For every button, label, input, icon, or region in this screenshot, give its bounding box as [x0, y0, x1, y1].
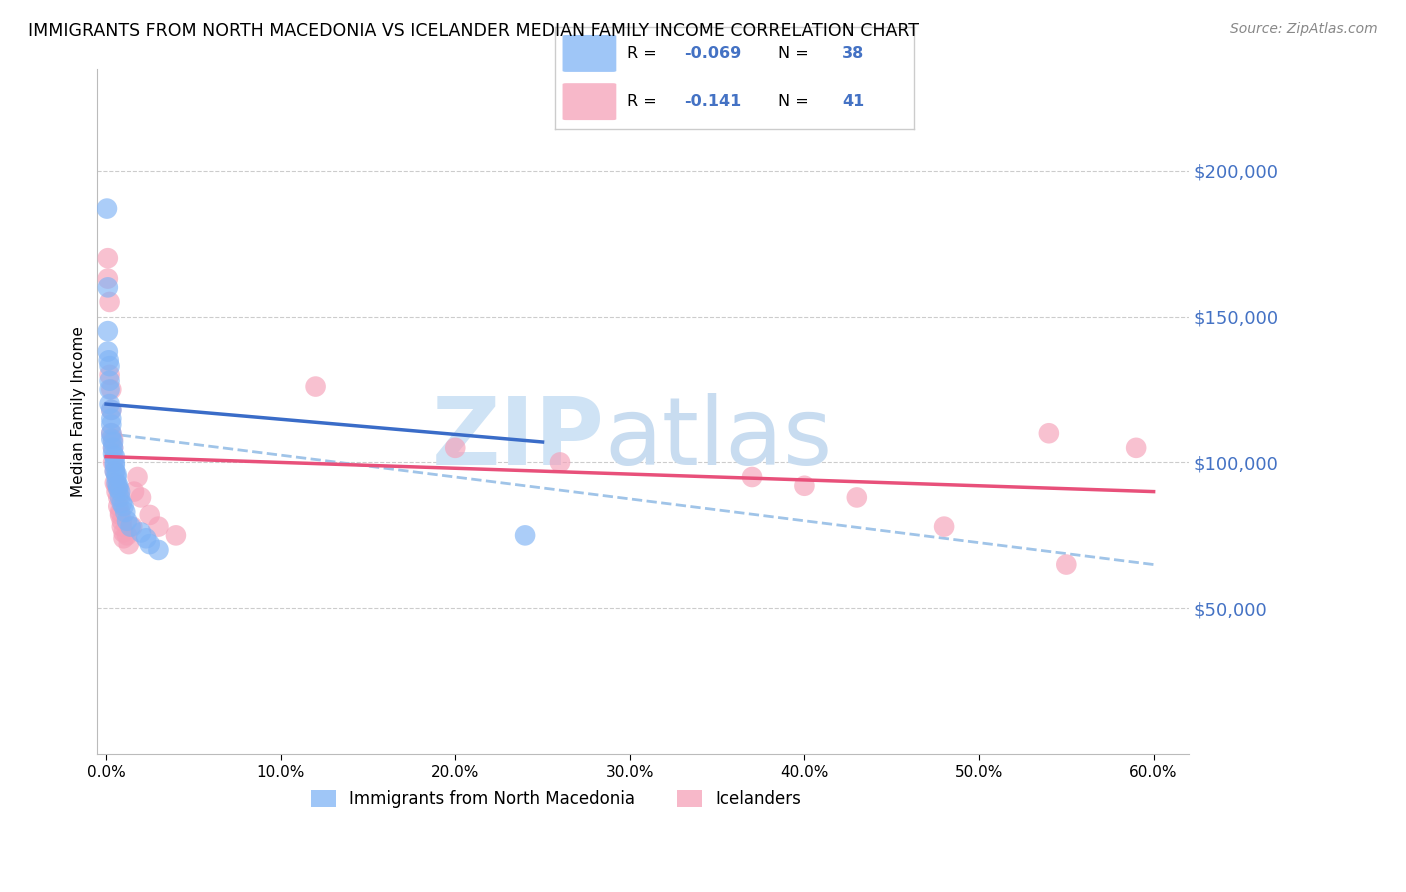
Point	[101, 441, 124, 455]
Point	[122, 484, 145, 499]
Point	[845, 491, 868, 505]
Point	[120, 519, 142, 533]
Point	[107, 491, 129, 505]
Point	[101, 455, 124, 469]
Point	[100, 383, 122, 397]
Text: Source: ZipAtlas.com: Source: ZipAtlas.com	[1230, 22, 1378, 37]
Point	[101, 435, 124, 450]
Point	[111, 519, 134, 533]
Text: N =: N =	[778, 95, 814, 109]
Point	[105, 479, 128, 493]
Point	[121, 519, 143, 533]
Text: -0.069: -0.069	[685, 45, 742, 61]
Point	[129, 491, 152, 505]
Point	[97, 280, 120, 294]
Text: ZIP: ZIP	[432, 392, 605, 484]
Text: -0.141: -0.141	[685, 95, 742, 109]
Point	[108, 484, 131, 499]
Point	[98, 374, 121, 388]
Point	[104, 458, 127, 473]
Point	[148, 543, 170, 558]
Point	[100, 403, 122, 417]
Point	[165, 528, 187, 542]
Point	[444, 441, 467, 455]
Point	[105, 475, 128, 490]
Point	[138, 537, 160, 551]
Text: N =: N =	[778, 45, 814, 61]
Point	[1054, 558, 1077, 572]
Point	[104, 455, 127, 469]
Point	[100, 426, 122, 441]
Point	[129, 525, 152, 540]
Point	[105, 484, 128, 499]
Point	[97, 344, 120, 359]
Point	[112, 531, 135, 545]
Point	[127, 470, 149, 484]
Text: R =: R =	[627, 45, 662, 61]
Point	[111, 496, 134, 510]
Point	[100, 411, 122, 425]
FancyBboxPatch shape	[562, 83, 616, 120]
Point	[98, 295, 121, 310]
Point	[107, 479, 129, 493]
Point	[107, 499, 129, 513]
Point	[104, 475, 127, 490]
Text: 38: 38	[842, 45, 865, 61]
Text: 41: 41	[842, 95, 865, 109]
Text: IMMIGRANTS FROM NORTH MACEDONIA VS ICELANDER MEDIAN FAMILY INCOME CORRELATION CH: IMMIGRANTS FROM NORTH MACEDONIA VS ICELA…	[28, 22, 920, 40]
Point	[97, 324, 120, 338]
Point	[793, 479, 815, 493]
Point	[101, 441, 124, 455]
Point	[97, 353, 120, 368]
Point	[97, 251, 120, 265]
Point	[932, 519, 955, 533]
Point	[96, 202, 118, 216]
Point	[115, 528, 138, 542]
Y-axis label: Median Family Income: Median Family Income	[72, 326, 86, 497]
Point	[135, 531, 157, 545]
Point	[114, 505, 136, 519]
Point	[105, 470, 128, 484]
Text: atlas: atlas	[605, 392, 832, 484]
Point	[148, 519, 170, 533]
Point	[108, 505, 131, 519]
Point	[104, 464, 127, 478]
Point	[101, 447, 124, 461]
Point	[1038, 426, 1060, 441]
Point	[1125, 441, 1147, 455]
Point	[104, 450, 127, 464]
Point	[98, 368, 121, 382]
Point	[118, 537, 141, 551]
Point	[108, 508, 131, 522]
Point	[107, 482, 129, 496]
Point	[97, 271, 120, 285]
Point	[108, 491, 131, 505]
Point	[112, 499, 135, 513]
Point	[138, 508, 160, 522]
Point	[548, 455, 571, 469]
Point	[304, 379, 326, 393]
Point	[101, 432, 124, 446]
Point	[100, 403, 122, 417]
Point	[100, 417, 122, 432]
Point	[100, 432, 122, 446]
Point	[98, 359, 121, 373]
Legend: Immigrants from North Macedonia, Icelanders: Immigrants from North Macedonia, Iceland…	[304, 783, 807, 814]
Point	[112, 525, 135, 540]
Point	[741, 470, 763, 484]
Point	[98, 383, 121, 397]
FancyBboxPatch shape	[562, 35, 616, 72]
Point	[98, 397, 121, 411]
Point	[105, 467, 128, 481]
Point	[513, 528, 536, 542]
Point	[104, 464, 127, 478]
Point	[100, 426, 122, 441]
Point	[111, 514, 134, 528]
Point	[115, 514, 138, 528]
Text: R =: R =	[627, 95, 662, 109]
